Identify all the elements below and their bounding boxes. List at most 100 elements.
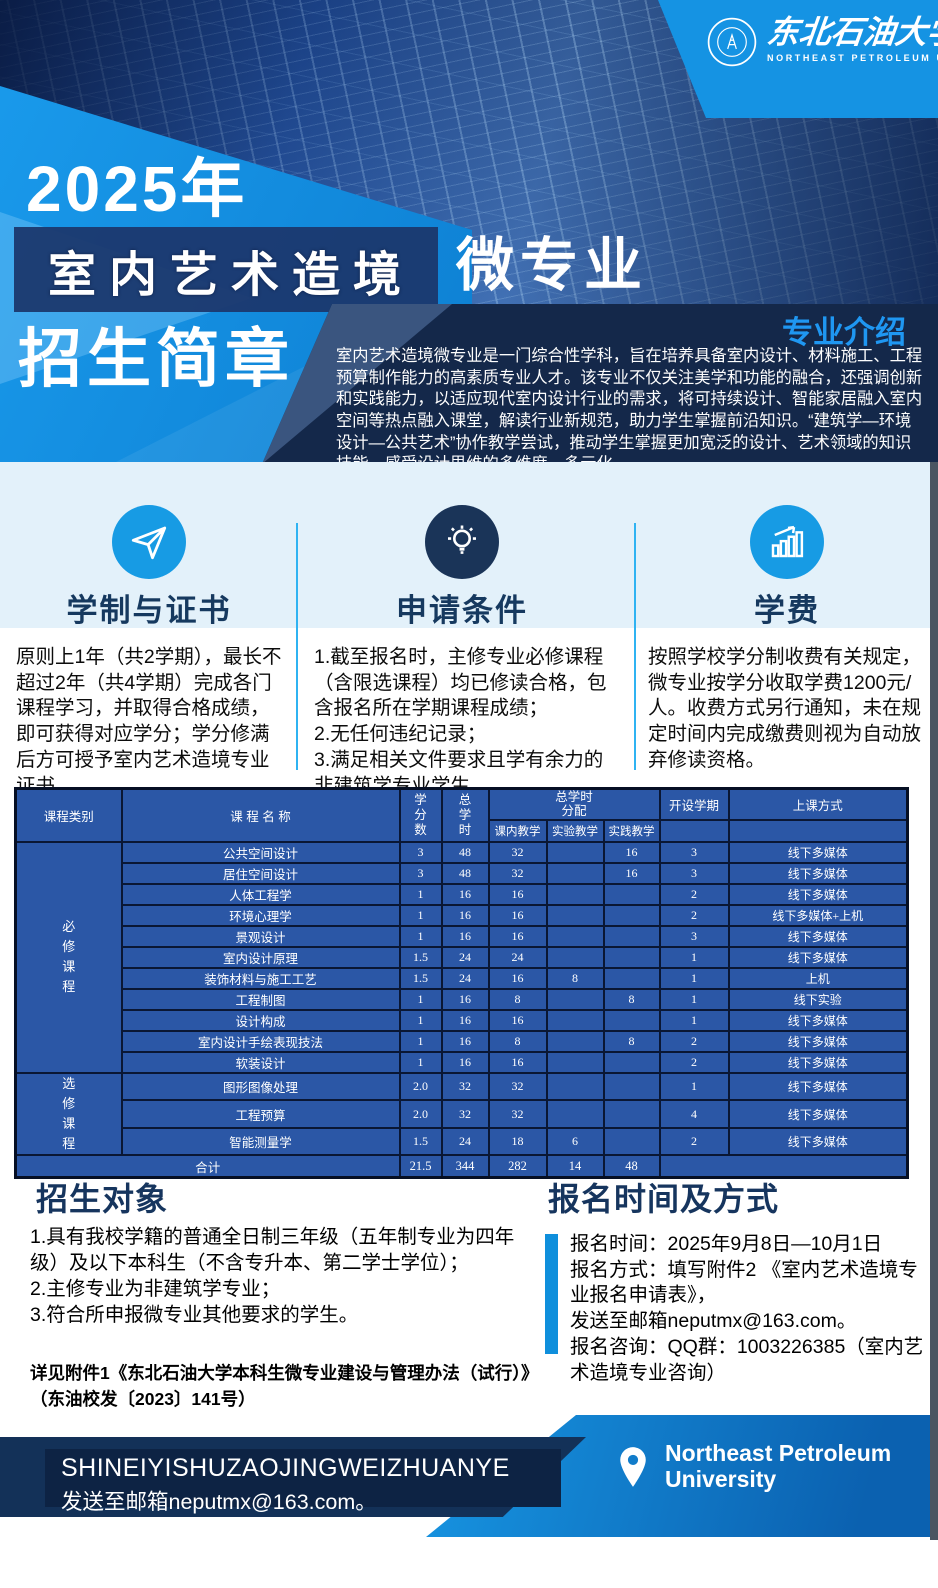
footer-university-name: Northeast Petroleum University bbox=[665, 1440, 892, 1493]
course-cell: 32 bbox=[487, 1071, 548, 1102]
course-cell: 居住空间设计 bbox=[120, 861, 401, 885]
course-cell bbox=[602, 1099, 661, 1129]
course-cell: 3 bbox=[658, 840, 730, 864]
course-cell: 1 bbox=[658, 1008, 730, 1032]
total-row: 合计 21.5 344 282 14 48 bbox=[14, 1154, 909, 1179]
column-title: 学制与证书 bbox=[66, 593, 232, 628]
footer-text-box: SHINEIYISHUZAOJINGWEIZHUANYE 发送至邮箱neputm… bbox=[45, 1449, 561, 1514]
course-cell: 3 bbox=[658, 924, 730, 948]
table-header-row: 课程类别 课 程 名 称 学分数 总学时 总学时 分配 开设学期 上课方式 bbox=[14, 787, 909, 843]
course-cell: 景观设计 bbox=[120, 924, 401, 948]
course-cell: 工程预算 bbox=[120, 1099, 401, 1129]
course-row: 室内设计原理 1.5 24 24 1 线下多媒体 bbox=[16, 945, 909, 969]
location-pin-icon bbox=[620, 1446, 646, 1487]
attachment-note: 详见附件1《东北石油大学本科生微专业建设与管理办法（试行）》 （东油校发〔202… bbox=[30, 1363, 539, 1410]
course-cell: 公共空间设计 bbox=[120, 840, 401, 864]
course-cell: 1 bbox=[398, 1008, 443, 1032]
course-cell bbox=[545, 882, 605, 906]
course-row: 环境心理学 1 16 16 2 线下多媒体+上机 bbox=[16, 903, 909, 927]
course-cell: 24 bbox=[487, 945, 548, 969]
course-cell bbox=[545, 1008, 605, 1032]
course-cell: 16 bbox=[440, 1029, 490, 1053]
footer-pinyin: SHINEIYISHUZAOJINGWEIZHUANYE bbox=[61, 1454, 510, 1482]
course-cell: 1 bbox=[658, 945, 730, 969]
right-edge-strip bbox=[930, 462, 938, 1540]
hero-year-title: 2025年 bbox=[26, 153, 248, 225]
course-cell: 16 bbox=[487, 1008, 548, 1032]
course-cell: 16 bbox=[602, 861, 661, 885]
course-cell: 32 bbox=[487, 1099, 548, 1129]
course-cell: 24 bbox=[440, 966, 490, 990]
course-cell: 智能测量学 bbox=[120, 1126, 401, 1157]
course-cell: 8 bbox=[487, 1029, 548, 1053]
course-cell bbox=[602, 1050, 661, 1074]
course-cell: 线下多媒体 bbox=[727, 924, 909, 948]
course-cell: 1.5 bbox=[398, 966, 443, 990]
course-cell: 环境心理学 bbox=[120, 903, 401, 927]
course-row: 选修课程 图形图像处理 2.0 32 32 1 线下多媒体 bbox=[14, 1071, 909, 1157]
course-cell: 线下多媒体 bbox=[727, 882, 909, 906]
university-name-block: 东北石油大学 NORTHEAST PETROLEUM UNIVERSITY bbox=[765, 13, 938, 63]
course-cell: 8 bbox=[602, 987, 661, 1011]
course-cell bbox=[602, 1008, 661, 1032]
header-semester-sub bbox=[658, 818, 730, 843]
course-row: 室内设计手绘表现技法 1 16 8 8 2 线下多媒体 bbox=[16, 1029, 909, 1053]
course-cell bbox=[545, 987, 605, 1011]
course-cell bbox=[545, 1071, 605, 1102]
table-subheader-row: 课内教学 实验教学 实践教学 bbox=[16, 818, 909, 843]
course-cell: 16 bbox=[487, 1050, 548, 1074]
university-brand-band: 东北石油大学 NORTHEAST PETROLEUM UNIVERSITY bbox=[658, 0, 938, 118]
course-cell bbox=[545, 903, 605, 927]
course-cell: 3 bbox=[398, 861, 443, 885]
total-empty-cell bbox=[658, 1154, 909, 1179]
course-cell: 2 bbox=[658, 1050, 730, 1074]
header-credits: 学分数 bbox=[398, 787, 443, 843]
info-column-tuition: 学费 按照学校学分制收费有关规定，微专业按学分收取学费1200元/人。收费方式另… bbox=[648, 478, 926, 774]
university-name-zh: 东北石油大学 bbox=[765, 13, 938, 51]
course-cell: 16 bbox=[440, 1050, 490, 1074]
footer-email: 发送至邮箱neputmx@163.com。 bbox=[61, 1490, 377, 1514]
course-cell: 32 bbox=[440, 1071, 490, 1102]
course-cell: 1 bbox=[658, 966, 730, 990]
course-cell: 图形图像处理 bbox=[120, 1071, 401, 1102]
course-cell: 1 bbox=[398, 903, 443, 927]
header-category: 课程类别 bbox=[14, 787, 123, 843]
total-cell: 344 bbox=[440, 1154, 490, 1179]
header-total-hours: 总学时 bbox=[440, 787, 490, 843]
course-cell bbox=[602, 945, 661, 969]
course-cell: 16 bbox=[487, 903, 548, 927]
course-row: 装饰材料与施工工艺 1.5 24 16 8 1 上机 bbox=[16, 966, 909, 990]
registration-section-title: 报名时间及方式 bbox=[548, 1181, 780, 1217]
course-row: 居住空间设计 3 48 32 16 3 线下多媒体 bbox=[16, 861, 909, 885]
course-cell bbox=[602, 903, 661, 927]
course-table-body: 必修课程 公共空间设计 3 48 32 16 3 线下多媒体 居住空间设计 3 48 32 16 3 线下多… bbox=[14, 840, 909, 1179]
bar-chart-icon bbox=[750, 505, 824, 579]
course-cell: 软装设计 bbox=[120, 1050, 401, 1074]
course-cell: 48 bbox=[440, 861, 490, 885]
course-cell: 1 bbox=[398, 987, 443, 1011]
course-cell: 16 bbox=[440, 987, 490, 1011]
brochure-title: 招生简章 bbox=[18, 323, 294, 395]
course-cell: 32 bbox=[440, 1099, 490, 1129]
course-cell: 1.5 bbox=[398, 945, 443, 969]
light-bulb-icon bbox=[425, 505, 499, 579]
course-cell: 8 bbox=[487, 987, 548, 1011]
footer-university-block: Northeast Petroleum University bbox=[616, 1440, 892, 1493]
admission-body-text: 1.具有我校学籍的普通全日制三年级（五年制专业为四年级）及以下本科生（不含专升本… bbox=[30, 1226, 515, 1327]
course-cell: 线下多媒体 bbox=[727, 1099, 909, 1129]
major-title-banner: 室内艺术造境 bbox=[14, 227, 438, 312]
footer-university-name-line2: University bbox=[665, 1465, 777, 1492]
course-cell: 1.5 bbox=[398, 1126, 443, 1157]
header-experiment: 实验教学 bbox=[545, 818, 605, 843]
course-cell: 4 bbox=[658, 1099, 730, 1129]
course-group-label: 选修课程 bbox=[14, 1071, 123, 1157]
total-cell: 21.5 bbox=[398, 1154, 443, 1179]
footer-university-name-line1: Northeast Petroleum bbox=[665, 1440, 892, 1466]
course-cell: 线下多媒体 bbox=[727, 1050, 909, 1074]
course-cell: 2 bbox=[658, 882, 730, 906]
course-cell: 2 bbox=[658, 1126, 730, 1157]
course-cell bbox=[545, 945, 605, 969]
micro-major-label: 微专业 bbox=[456, 233, 649, 298]
course-cell: 16 bbox=[440, 924, 490, 948]
course-cell: 2 bbox=[658, 903, 730, 927]
